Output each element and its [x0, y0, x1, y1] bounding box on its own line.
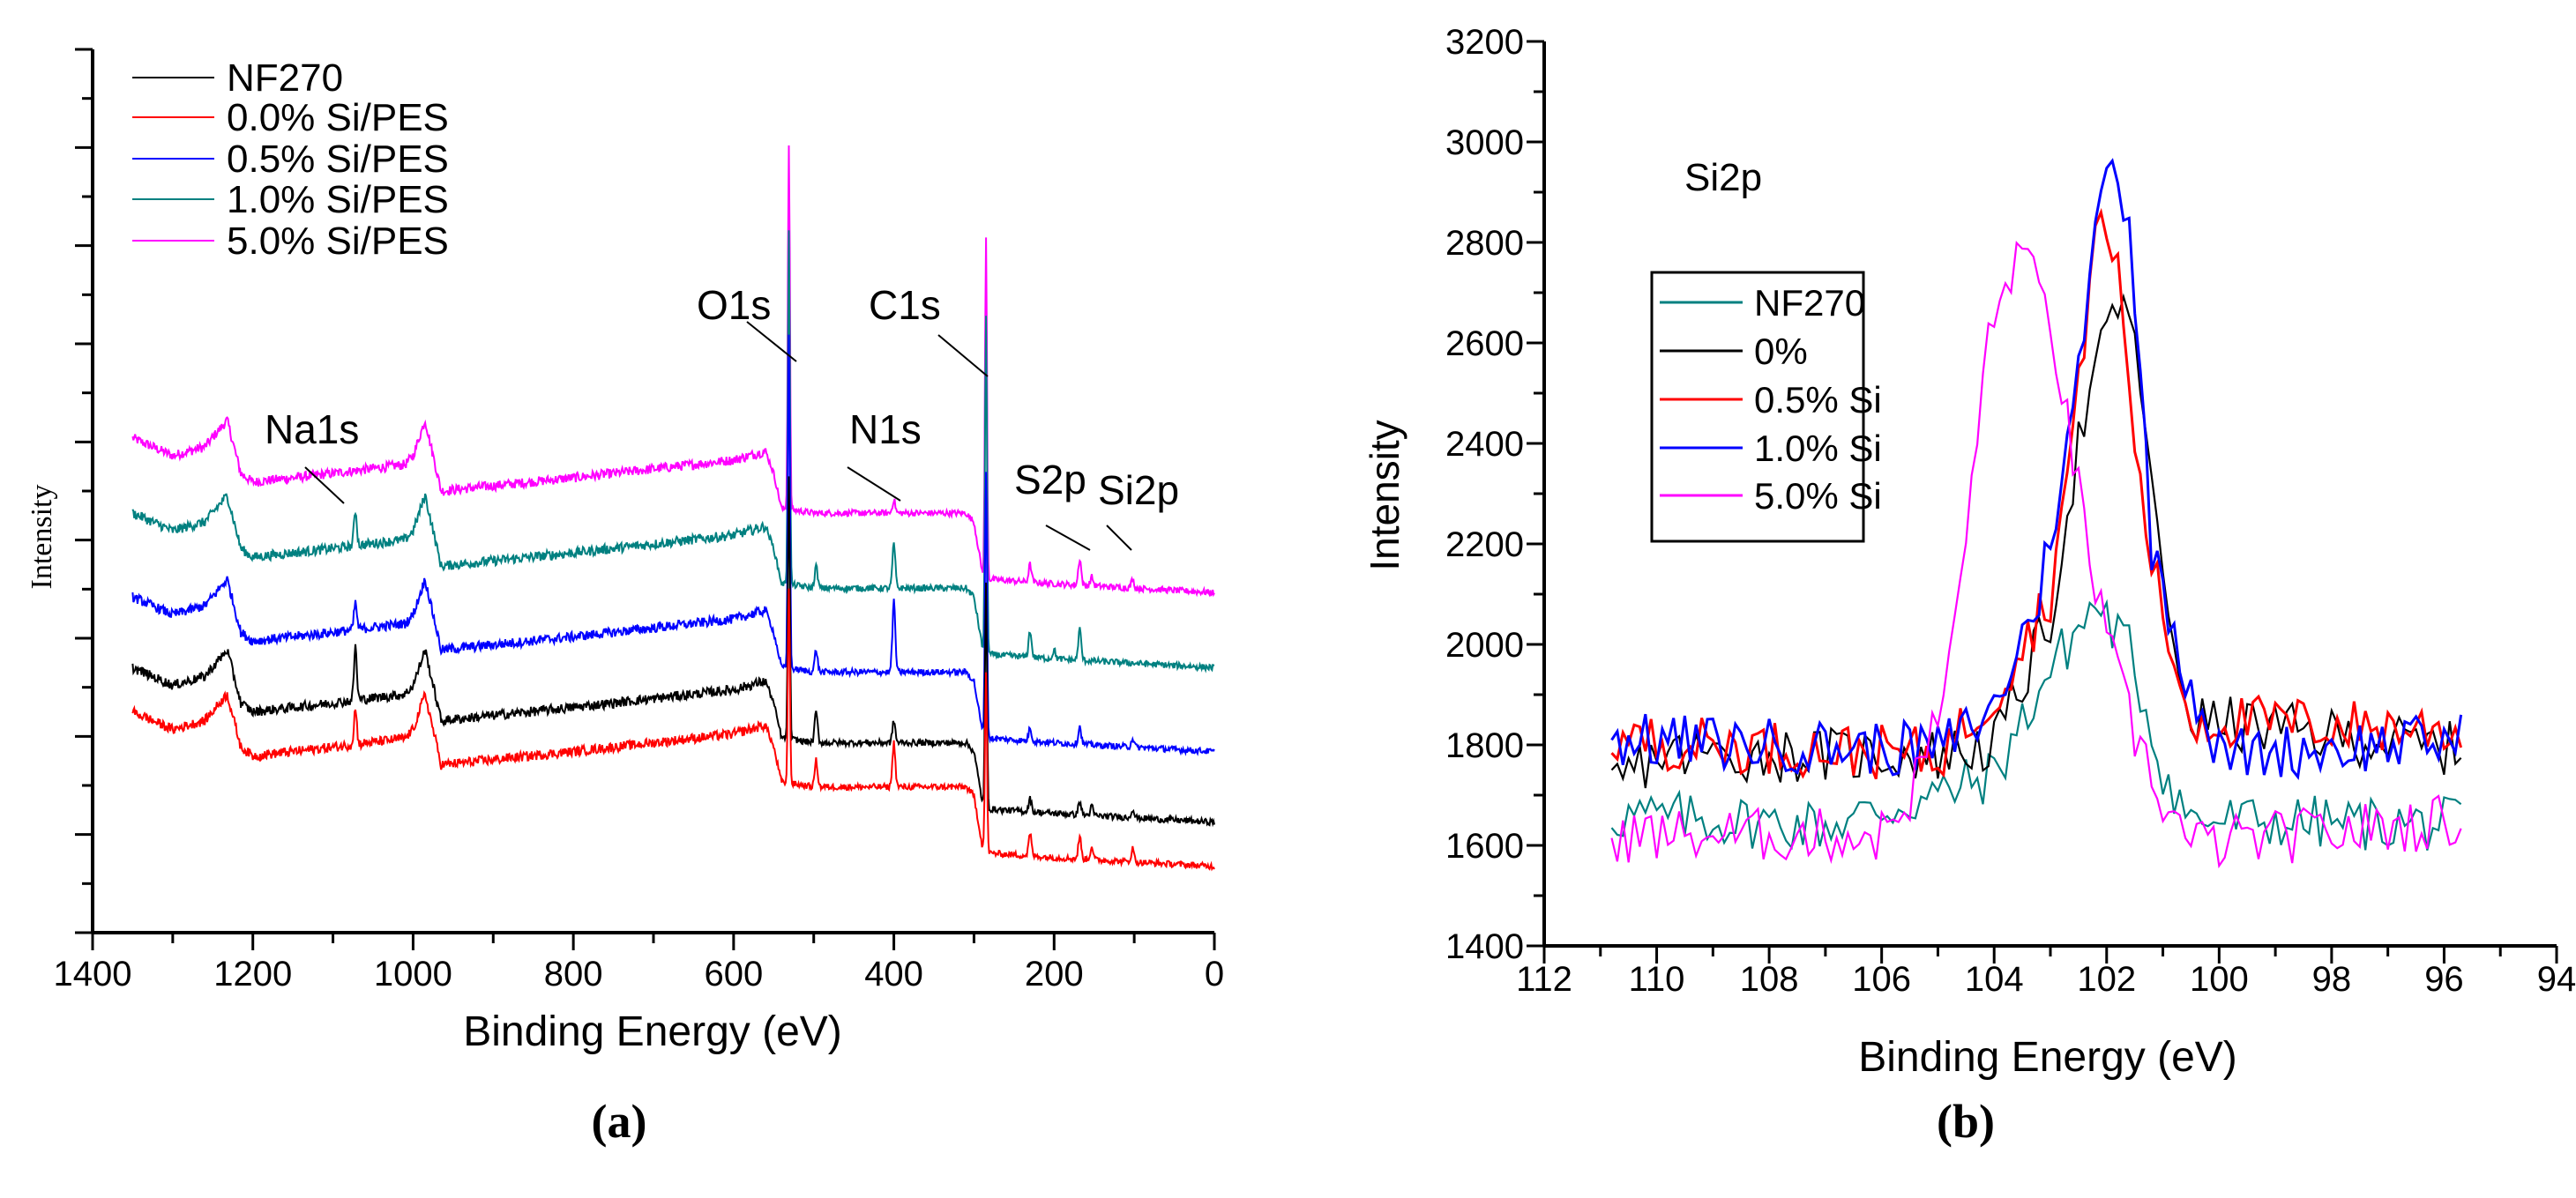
x-tick-label: 94: [2537, 960, 2576, 999]
y-tick-label: 2600: [1445, 324, 1524, 363]
series-line-0-5-si: [1610, 207, 2463, 780]
y-tick-label: 3000: [1445, 123, 1524, 162]
series-line-1-0-si-pes: [131, 230, 1215, 673]
panel-b: 112 110 108 106 104 102 100 98 96 94 1400 1600 1800 2…: [1362, 23, 2576, 1148]
annotation-si2p: Si2p: [1098, 467, 1179, 513]
legend-label: 0%: [1754, 331, 1808, 372]
x-tick-label: 96: [2424, 960, 2464, 999]
panel-a-annotations: [304, 321, 1132, 551]
x-tick-label: 800: [544, 955, 603, 993]
panel-a-x-axis-title: Binding Energy (eV): [463, 1008, 842, 1055]
panel-b-y-axis-title: Intensity: [1362, 420, 1407, 570]
x-tick-label: 600: [704, 955, 763, 993]
legend-label: 1.0% Si/PES: [227, 178, 449, 221]
legend-label: 0.5% Si: [1754, 379, 1882, 420]
y-tick-label: 3200: [1445, 23, 1524, 62]
x-tick-label: 108: [1740, 960, 1799, 999]
legend-label: 0.5% Si/PES: [227, 138, 449, 181]
legend-label: 5.0% Si/PES: [227, 220, 449, 263]
x-tick-label: 0: [1205, 955, 1224, 993]
series-line-5-0-si: [1610, 241, 2462, 869]
series-line-nf270: [131, 476, 1215, 828]
legend-label: 5.0% Si: [1754, 475, 1882, 517]
annotation-leader-na1s: [304, 466, 345, 504]
panel-b-title: Si2p: [1684, 156, 1762, 199]
annotation-o1s: O1s: [697, 282, 771, 328]
x-tick-label: 98: [2312, 960, 2352, 999]
panel-b-legend: NF270 0% 0.5% Si 1.0% Si 5.0% Si: [1660, 282, 1882, 517]
annotation-s2p: S2p: [1014, 457, 1086, 502]
panel-a-curves: [131, 145, 1215, 872]
y-tick-label: 2400: [1445, 425, 1524, 464]
panel-b-label: (b): [1937, 1095, 1995, 1148]
x-tick-label: 112: [1516, 960, 1572, 999]
panel-b-x-axis-title: Binding Energy (eV): [1858, 1034, 2237, 1081]
annotation-n1s: N1s: [849, 406, 922, 452]
x-tick-label: 106: [1852, 960, 1911, 999]
x-tick-label: 110: [1629, 960, 1685, 999]
x-tick-label: 400: [864, 955, 923, 993]
y-tick-label: 2000: [1445, 626, 1524, 665]
annotation-leader-s2p: [1045, 525, 1091, 551]
annotation-leader-si2p: [1106, 525, 1132, 551]
series-line-0-5-si-pes: [131, 334, 1215, 756]
annotation-leader-o1s: [746, 321, 797, 362]
legend-label: 0.0% Si/PES: [227, 96, 449, 139]
series-line-1-0-si: [1610, 158, 2463, 780]
x-tick-label: 1200: [213, 955, 292, 993]
annotation-leader-c1s: [937, 334, 989, 377]
panel-a-ticks: 1400 1200 1000 800 600 400 200 0: [54, 48, 1224, 993]
y-tick-label: 1800: [1445, 726, 1524, 765]
y-tick-label: 2200: [1445, 525, 1524, 564]
panel-a-y-axis-title: Intensity: [26, 485, 58, 590]
annotation-c1s: C1s: [869, 282, 941, 328]
x-tick-label: 1400: [54, 955, 132, 993]
y-tick-label: 2800: [1445, 224, 1524, 263]
series-line-5-0-si-pes: [131, 145, 1215, 598]
x-tick-label: 200: [1025, 955, 1084, 993]
x-tick-label: 102: [2077, 960, 2136, 999]
panel-a-label: (a): [592, 1095, 647, 1148]
annotation-leader-n1s: [847, 466, 901, 502]
x-tick-label: 100: [2190, 960, 2249, 999]
x-tick-label: 104: [1965, 960, 2024, 999]
legend-label: NF270: [1754, 282, 1865, 324]
legend-label: 1.0% Si: [1754, 428, 1882, 469]
y-tick-label: 1400: [1445, 927, 1524, 966]
x-tick-label: 1000: [374, 955, 452, 993]
panel-b-ticks: 112 110 108 106 104 102 100 98 96 94 1400 1600 1800 2…: [1445, 23, 2576, 999]
series-line-nf270: [1610, 599, 2462, 851]
annotation-na1s: Na1s: [265, 406, 359, 452]
series-line-0-0-si-pes: [131, 588, 1215, 872]
y-tick-label: 1600: [1445, 827, 1524, 866]
legend-label: NF270: [227, 56, 343, 100]
panel-b-curves: [1610, 158, 2463, 869]
